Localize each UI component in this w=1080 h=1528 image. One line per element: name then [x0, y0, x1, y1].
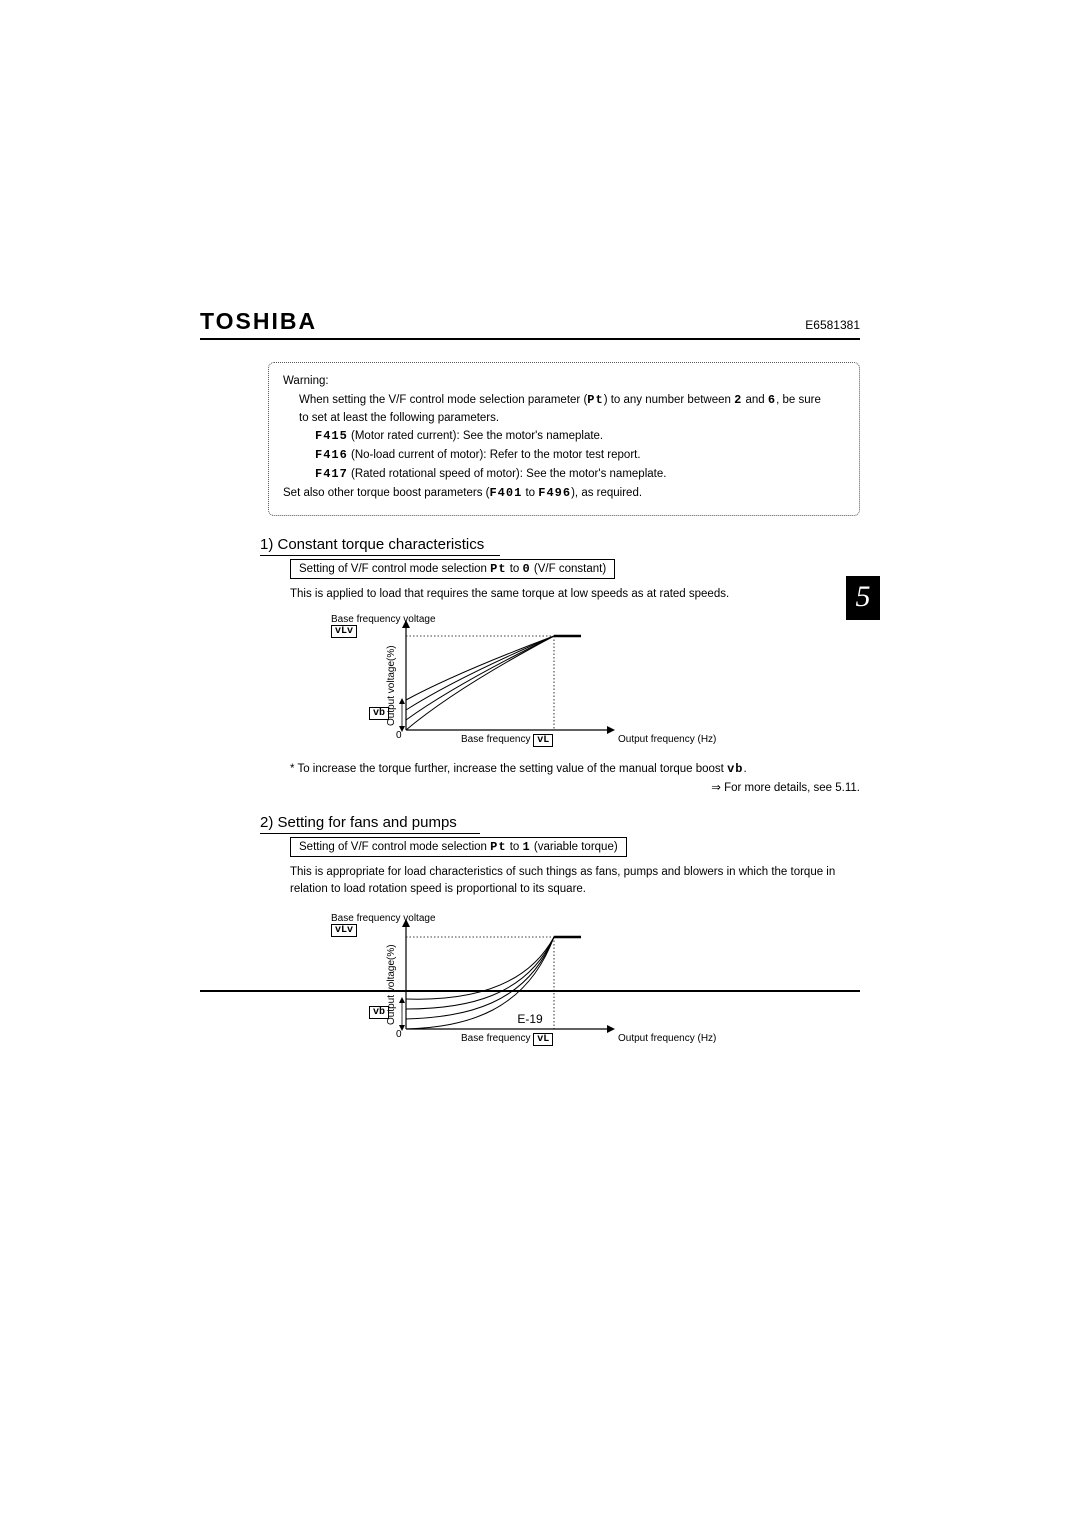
text: .: [743, 763, 746, 775]
section1-footnote: * To increase the torque further, increa…: [290, 762, 860, 776]
warning-box: Warning: When setting the V/F control mo…: [268, 362, 860, 516]
footer-rule: [200, 990, 860, 992]
section2-body: This is appropriate for load characteris…: [290, 864, 850, 900]
section1-body: This is applied to load that requires th…: [290, 586, 860, 604]
text: ), as required.: [571, 487, 642, 499]
param-vb: vb: [727, 762, 743, 776]
param-pt: Pt: [490, 840, 506, 854]
text: (Motor rated current): See the motor's n…: [348, 430, 603, 442]
param-f401: F401: [489, 486, 522, 500]
text: ) to any number between: [604, 394, 734, 406]
section1-setting-box: Setting of V/F control mode selection Pt…: [200, 556, 860, 579]
param-f417: F417: [315, 467, 348, 481]
brand-logo: TOSHIBA: [200, 308, 317, 335]
text: Set also other torque boost parameters (: [283, 487, 489, 499]
text: and: [742, 394, 768, 406]
document-number: E6581381: [805, 318, 860, 332]
param-pt: Pt: [587, 393, 603, 407]
text: When setting the V/F control mode select…: [299, 394, 587, 406]
section1-heading: 1) Constant torque characteristics: [260, 536, 500, 556]
param-0: 0: [523, 562, 531, 576]
text: to: [507, 841, 523, 853]
text: * To increase the torque further, increa…: [290, 763, 727, 775]
warning-p416: F416 (No-load current of motor): Refer t…: [283, 446, 845, 465]
section2-setting-box: Setting of V/F control mode selection Pt…: [200, 834, 860, 857]
text: (variable torque): [531, 841, 618, 853]
text: , be sure: [776, 394, 821, 406]
text: Setting of V/F control mode selection: [299, 841, 490, 853]
section2-heading: 2) Setting for fans and pumps: [260, 814, 480, 834]
text: (Rated rotational speed of motor): See t…: [348, 468, 667, 480]
warning-p415: F415 (Motor rated current): See the moto…: [283, 427, 845, 446]
chart-variable-torque: Base frequency voltage vLv Output voltag…: [336, 917, 756, 1055]
text: (V/F constant): [531, 563, 606, 575]
page-number: E-19: [200, 1012, 860, 1026]
param-1: 1: [523, 840, 531, 854]
warning-line2: to set at least the following parameters…: [283, 410, 845, 428]
param-pt: Pt: [490, 562, 506, 576]
param-f415: F415: [315, 429, 348, 443]
text: (No-load current of motor): Refer to the…: [348, 449, 641, 461]
document-page: TOSHIBA E6581381 Warning: When setting t…: [200, 308, 860, 1055]
param-f496: F496: [538, 486, 571, 500]
text: Setting of V/F control mode selection: [299, 563, 490, 575]
warning-line1: When setting the V/F control mode select…: [283, 391, 845, 410]
text: to: [507, 563, 523, 575]
warning-setline: Set also other torque boost parameters (…: [283, 484, 845, 503]
section1-ref: ⇒ For more details, see 5.11.: [200, 780, 860, 794]
page-header: TOSHIBA E6581381: [200, 308, 860, 340]
param-6: 6: [768, 393, 776, 407]
chapter-tab: 5: [846, 576, 880, 620]
text: to: [522, 487, 538, 499]
warning-title: Warning:: [283, 373, 845, 391]
param-f416: F416: [315, 448, 348, 462]
chart1-svg: [336, 618, 756, 756]
chart2-svg: [336, 917, 756, 1055]
warning-p417: F417 (Rated rotational speed of motor): …: [283, 465, 845, 484]
chart-constant-torque: Base frequency voltage vLv Output voltag…: [336, 618, 756, 756]
